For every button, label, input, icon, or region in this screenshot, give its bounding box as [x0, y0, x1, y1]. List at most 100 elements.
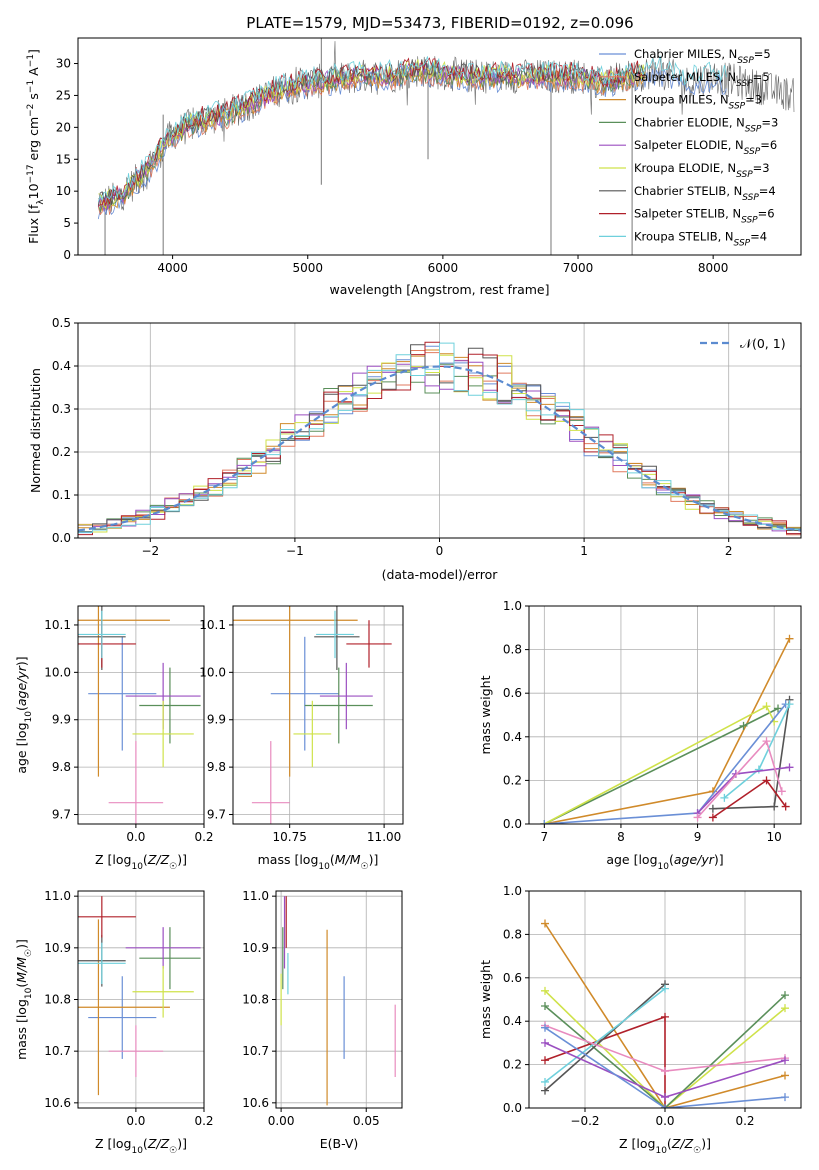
histogram-kroupa-elodie: [78, 354, 801, 537]
legend-entry: Chabrier ELODIE, NSSP=3: [634, 115, 778, 134]
legend-entry: Salpeter ELODIE, NSSP=6: [634, 138, 777, 157]
weight-marker: [781, 1071, 789, 1080]
y-tick-label: 9.9: [207, 713, 226, 727]
label-part: )]: [369, 852, 379, 867]
x-tick-label: 10.75: [272, 830, 306, 844]
y-tick-label: 0.4: [52, 359, 71, 373]
label-part: Chabrier MILES, N: [634, 47, 737, 61]
y-tick-label: 10.6: [44, 1096, 71, 1110]
weight-marker: [785, 634, 794, 643]
y-tick-label: 0.5: [52, 316, 71, 330]
y-axis-label: mass [log10(M/M☉)]: [14, 939, 34, 1060]
x-axis-label: Z [log10(Z/Z☉)]: [95, 852, 187, 872]
x-tick-label: 6000: [428, 261, 459, 275]
y-axis-label: mass weight: [478, 675, 493, 754]
label-part: 10: [131, 862, 143, 872]
x-tick-label: 0.2: [194, 1114, 213, 1128]
weight-marker: [781, 1004, 789, 1013]
label-part: −1: [26, 54, 36, 67]
label-part: 10: [131, 1146, 143, 1156]
legend-entry: Chabrier STELIB, NSSP=4: [634, 184, 776, 203]
weight-marker: [708, 813, 717, 822]
weight-marker: [785, 763, 794, 772]
label-part: =4: [759, 184, 776, 198]
legend-entry: Kroupa ELODIE, NSSP=3: [634, 161, 770, 180]
weight-marker: [661, 1104, 669, 1108]
y-tick-label: 9.9: [52, 713, 71, 727]
y-tick-label: 0.0: [52, 531, 71, 545]
label-part: Z/Z: [147, 852, 170, 867]
y-tick-label: 10: [56, 184, 71, 198]
y-tick-label: 0.8: [503, 643, 522, 657]
label-part: SSP: [744, 147, 761, 157]
label-part: SSP: [742, 193, 759, 203]
label-part: 10: [655, 1146, 667, 1156]
plot-area: [233, 606, 392, 824]
label-part: =3: [753, 161, 770, 175]
y-tick-label: 0: [63, 248, 71, 262]
label-part: −2: [26, 104, 36, 117]
weight-marker: [762, 776, 771, 785]
weight-marker: [720, 793, 729, 802]
label-part: erg cm: [26, 117, 41, 165]
weight-marker: [541, 1077, 549, 1086]
y-tick-label: 10.8: [242, 993, 269, 1007]
label-part: 10: [24, 711, 34, 723]
label-part: SSP: [736, 170, 753, 180]
label-part: )]: [177, 852, 187, 867]
legend-entry: Kroupa MILES, NSSP=3: [634, 93, 762, 112]
x-tick-label: 1: [580, 544, 588, 558]
label-part: Salpeter STELIB, N: [634, 207, 741, 221]
label-part: )]: [177, 1136, 187, 1151]
weight-marker: [731, 769, 740, 778]
label-part: Chabrier ELODIE, N: [634, 115, 745, 129]
x-axis-label: wavelength [Angstrom, rest frame]: [329, 282, 549, 297]
label-part: SSP: [734, 238, 751, 248]
x-tick-label: 0.0: [126, 830, 145, 844]
weight-marker: [541, 1002, 549, 1011]
label-part: Chabrier STELIB, N: [634, 184, 742, 198]
weight-marker: [541, 986, 549, 995]
label-part: (: [667, 1136, 672, 1151]
y-axis-label: Flux [fλ10−17 erg cm−2 s−1 A−1]: [26, 49, 46, 244]
y-tick-label: 0.4: [503, 1014, 522, 1028]
x-axis-label: mass [log10(M/M☉)]: [258, 852, 379, 872]
legend-entry: Salpeter STELIB, NSSP=6: [634, 207, 775, 226]
weight-marker: [762, 702, 771, 711]
label-part: age [log: [14, 722, 29, 773]
label-part: −1: [26, 80, 36, 93]
y-tick-label: 9.8: [52, 760, 71, 774]
y-tick-label: 25: [56, 88, 71, 102]
x-tick-label: 0.00: [268, 1114, 295, 1128]
y-tick-label: 10.9: [44, 941, 71, 955]
weight-marker: [770, 802, 779, 811]
label-part: (: [14, 706, 29, 711]
axes-frame: [528, 605, 802, 825]
label-part: 10: [24, 987, 34, 999]
spectrum-model-salpeter-elodie: [97, 62, 646, 212]
weight-marker: [739, 721, 748, 730]
label-part: 10: [26, 183, 41, 199]
plot-area: [540, 634, 794, 824]
weight-marker: [541, 1056, 549, 1065]
y-axis-label: Normed distribution: [28, 368, 43, 493]
spectrum-model-kroupa-elodie: [98, 59, 646, 209]
label-part: age/yr: [14, 665, 29, 706]
y-tick-label: 11.0: [44, 889, 71, 903]
label-part: )]: [14, 656, 29, 666]
weight-marker: [661, 1012, 669, 1021]
x-tick-label: 0: [436, 544, 444, 558]
legend-entry: Chabrier MILES, NSSP=5: [634, 47, 771, 66]
spectrum-model-kroupa-stelib: [97, 55, 727, 202]
label-part: ☉: [361, 862, 369, 872]
gaussian-curve: [78, 365, 801, 532]
y-tick-label: 0.2: [503, 773, 522, 787]
weight-line: [543, 705, 775, 824]
weight-marker: [541, 919, 549, 928]
label-part: =6: [760, 138, 777, 152]
weight-marker: [777, 787, 786, 796]
label-part: ☉: [24, 949, 34, 957]
spectrum-model-salpeter-stelib: [98, 57, 646, 207]
x-tick-label: 11.00: [367, 830, 401, 844]
label-part: −17: [26, 164, 36, 183]
